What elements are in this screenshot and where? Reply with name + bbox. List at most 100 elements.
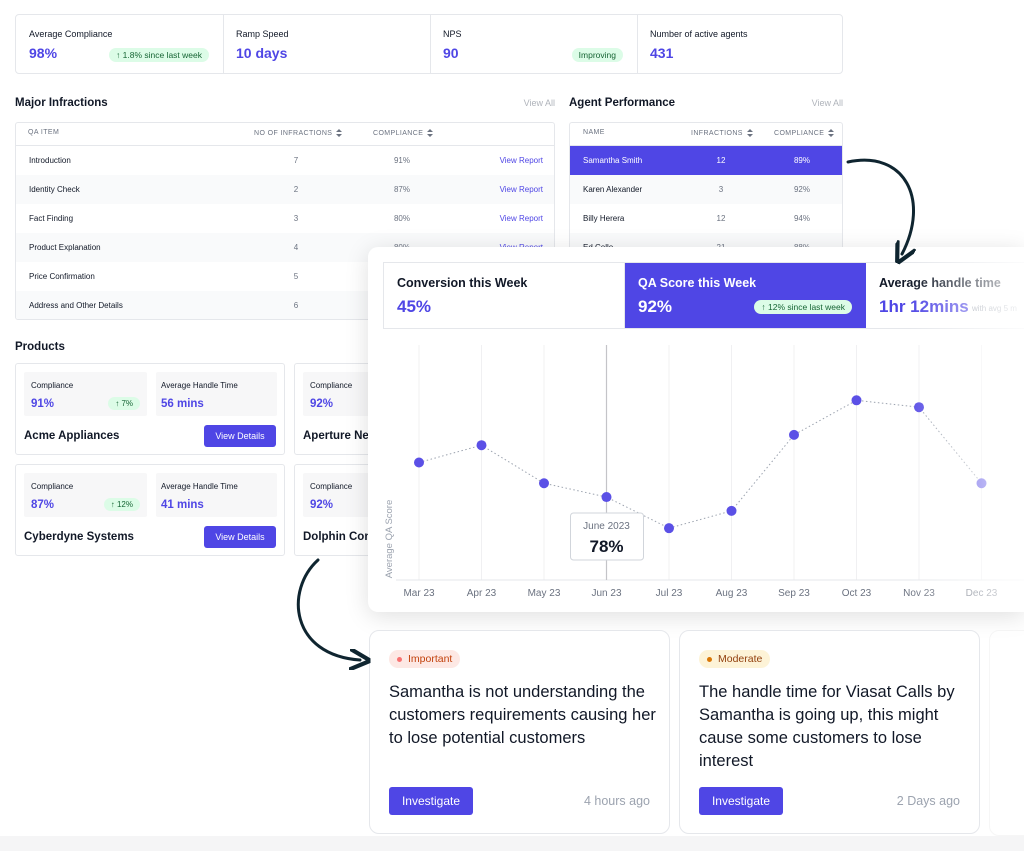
investigate-button[interactable]: Investigate (389, 787, 473, 815)
section-title: Major Infractions (15, 97, 108, 109)
trend-badge: ↑ 7% (108, 397, 140, 410)
column-header: COMPLIANCE (774, 129, 835, 137)
table-row[interactable]: Billy Herera 12 94% (570, 204, 842, 233)
tooltip-title: June 2023 (583, 521, 630, 532)
compliance-label: Compliance (31, 482, 74, 491)
kpi-label: Average Compliance (29, 29, 113, 39)
line (418, 399, 982, 529)
x-tick-label: Jun 23 (591, 588, 621, 599)
x-tick-label: Oct 23 (842, 588, 872, 599)
table: NAME INFRACTIONS COMPLIANCE Samantha Smith 1… (569, 122, 843, 262)
insight-card: Moderate The handle time for Viasat Calls… (679, 630, 980, 834)
panel-kpi-value: 45% (397, 297, 432, 316)
priority-tag: Important (389, 650, 461, 668)
view-details-button[interactable]: View Details (204, 526, 276, 548)
badge-text: Improving (578, 50, 616, 60)
compliance-label: Compliance (31, 381, 74, 390)
point (601, 492, 612, 503)
x-tick-label: Sep 23 (778, 588, 810, 599)
compliance-box: Compliance 87% ↑ 12% (24, 473, 147, 517)
infraction-count: 4 (293, 243, 299, 252)
product-name: Acme Appliances (24, 430, 120, 442)
tooltip-box (570, 512, 644, 561)
panel-kpi-label: QA Score this Week (638, 276, 757, 290)
agent-name: Karen Alexander (583, 185, 643, 194)
kpi-label: Number of active agents (650, 29, 748, 39)
kpi-value: 90 (443, 45, 459, 61)
point (726, 505, 737, 516)
table-row: Identity Check 2 87% View Report (16, 175, 554, 204)
sort-icon[interactable] (746, 129, 753, 137)
sort-icon[interactable] (336, 129, 343, 137)
panel-kpi-label: Conversion this Week (397, 276, 528, 290)
section-title: Products (15, 341, 65, 353)
divider (223, 15, 224, 73)
compliance-box: Compliance 91% ↑ 7% (24, 372, 147, 416)
footer-strip (0, 836, 1024, 851)
compliance-value: 91% (31, 398, 55, 410)
column-label: NAME (583, 129, 605, 136)
x-tick-label: Jul 23 (656, 588, 683, 599)
sort-icon[interactable] (427, 129, 434, 137)
agent-infractions: 12 (716, 214, 726, 223)
agent-infractions: 12 (716, 156, 726, 165)
fade (908, 247, 1024, 612)
qa-item: Price Confirmation (29, 272, 95, 281)
view-report[interactable]: View Report (499, 185, 543, 194)
infraction-count: 2 (293, 185, 299, 194)
kpi-card: Average Compliance 98% ↑ 1.8% since last w… (15, 14, 843, 74)
panel-kpi[interactable]: Conversion this Week 45% (384, 263, 625, 328)
table-row: Introduction 7 91% View Report (16, 146, 554, 175)
badge-text: 12% since last week (767, 302, 845, 312)
time-ago: 2 Days ago (896, 794, 960, 808)
priority-tag: Moderate (699, 650, 771, 668)
investigate-button[interactable]: Investigate (699, 787, 783, 815)
product-name: Cyberdyne Systems (24, 531, 134, 543)
aht-value: 41 mins (161, 499, 204, 511)
qa-item: Address and Other Details (29, 301, 123, 310)
tag-dot (707, 656, 712, 662)
column-header: INFRACTIONS (691, 129, 753, 137)
sort-icon[interactable] (828, 129, 835, 137)
column-label: INFRACTIONS (691, 129, 743, 137)
panel-kpi[interactable]: QA Score this Week 92% ↑ 12% since last we… (625, 263, 866, 328)
divider (430, 15, 431, 73)
qa-item: Fact Finding (29, 214, 74, 223)
infraction-count: 5 (293, 272, 299, 281)
section-title: Agent Performance (569, 97, 676, 109)
view-details-button[interactable]: View Details (204, 425, 276, 447)
product-card: Compliance 87% ↑ 12% Average Handle Time 41 … (15, 464, 285, 556)
y-axis-label: Average QA Score (384, 500, 395, 579)
time-ago: 4 hours ago (583, 794, 650, 808)
compliance-label: Compliance (310, 482, 353, 491)
column-label: COMPLIANCE (373, 129, 424, 137)
aht-box: Average Handle Time 41 mins (156, 473, 277, 517)
chart-panel: Conversion this Week 45% QA Score this Wee… (368, 247, 1024, 612)
agent-name: Billy Herera (583, 214, 625, 223)
view-report[interactable]: View Report (499, 214, 543, 223)
trend-text: 12% (116, 500, 133, 509)
column-header: NAME (583, 129, 605, 136)
table-row[interactable]: Samantha Smith 12 89% (570, 146, 842, 175)
point (476, 440, 487, 451)
view-all[interactable]: View All (523, 98, 555, 108)
tag-dot (397, 656, 402, 662)
compliance: 87% (393, 185, 410, 194)
agent-infractions: 3 (718, 185, 724, 194)
up-arrow: ↑ (115, 399, 122, 408)
tag-text: Moderate (718, 653, 763, 665)
compliance: 91% (393, 156, 410, 165)
infraction-count: 6 (293, 301, 299, 310)
view-report[interactable]: View Report (499, 156, 543, 165)
view-all[interactable]: View All (811, 98, 843, 108)
kpi-value: 98% (29, 45, 58, 61)
column-label: COMPLIANCE (774, 129, 825, 137)
qa-item: Product Explanation (29, 243, 101, 252)
kpi-label: NPS (443, 29, 462, 39)
divider (637, 15, 638, 73)
table-row[interactable]: Karen Alexander 3 92% (570, 175, 842, 204)
up-arrow: ↑ (116, 50, 123, 60)
x-tick-label: May 23 (528, 588, 561, 599)
